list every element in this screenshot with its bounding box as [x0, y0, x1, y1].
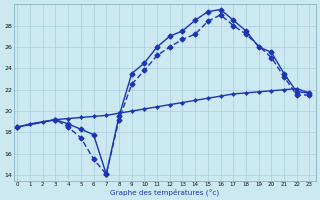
X-axis label: Graphe des températures (°c): Graphe des températures (°c) [110, 188, 219, 196]
